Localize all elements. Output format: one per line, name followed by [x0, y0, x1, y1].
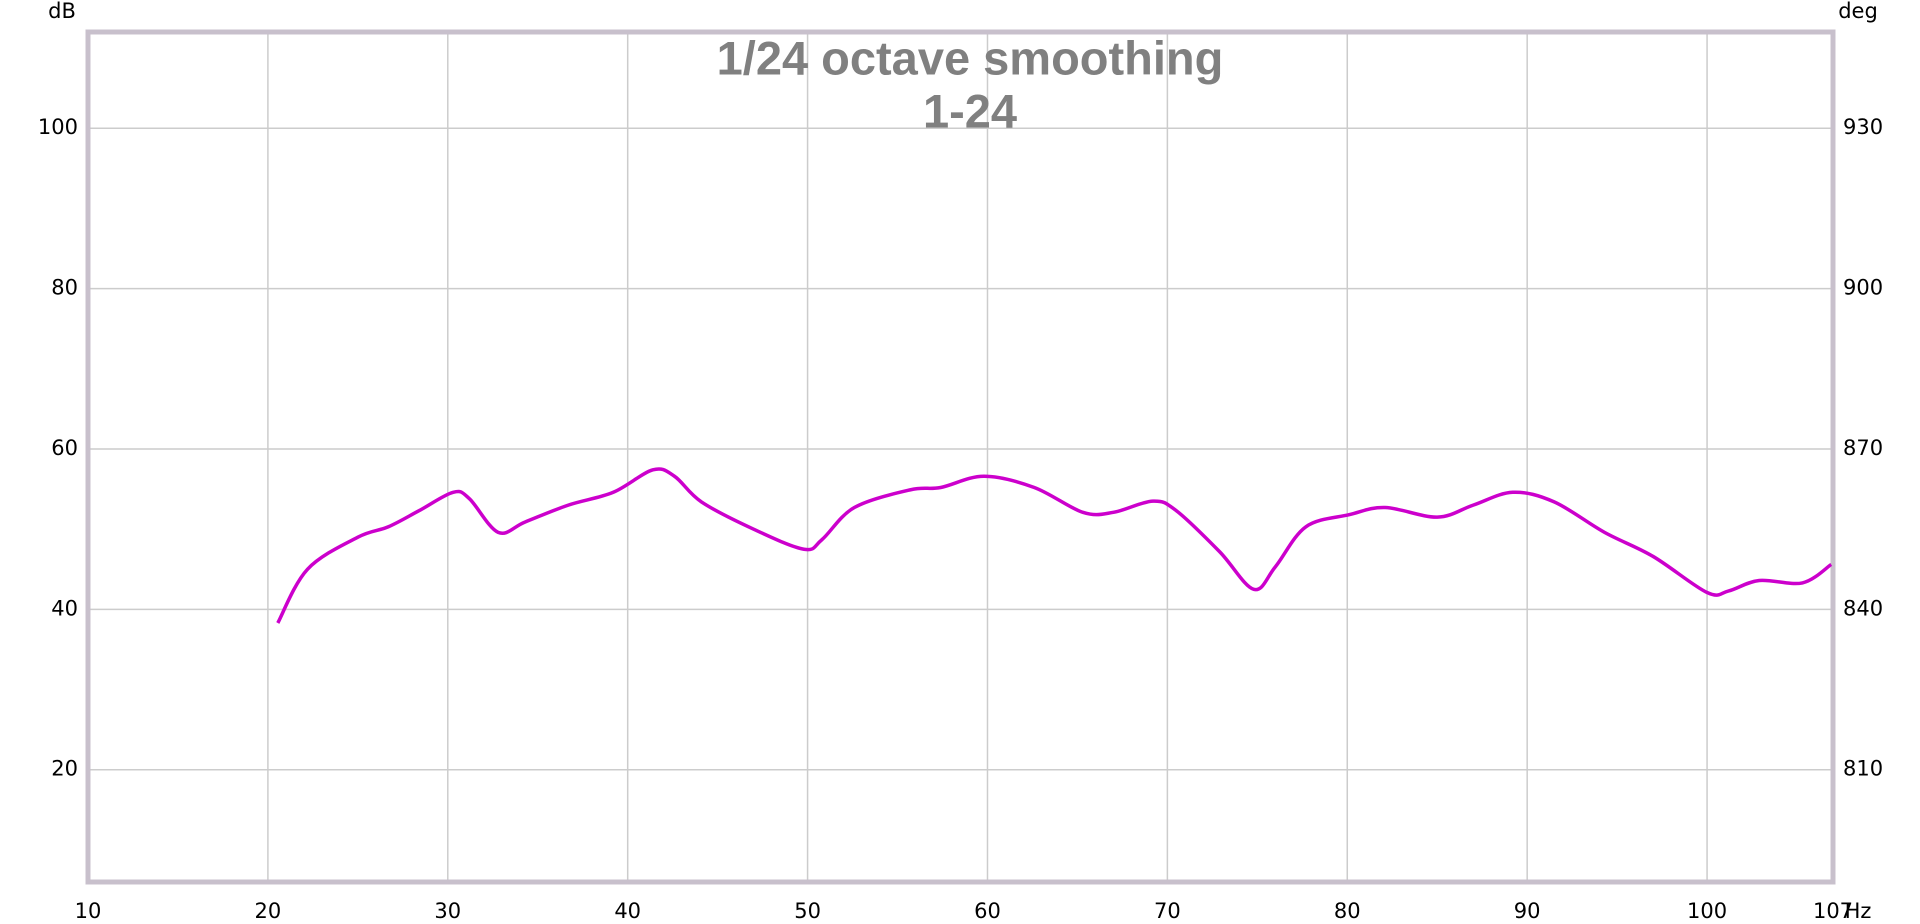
x-tick-label: 70: [1154, 899, 1181, 923]
y-tick-label: 20: [51, 757, 78, 781]
y2-tick-label: 900: [1843, 276, 1883, 300]
x-tick-label: 107: [1813, 899, 1853, 923]
y2-tick-label: 840: [1843, 596, 1883, 620]
y2-tick-label: 870: [1843, 436, 1883, 460]
y-tick-label: 80: [51, 276, 78, 300]
x-tick-label: 10: [75, 899, 102, 923]
x-tick-label: 40: [614, 899, 641, 923]
y-tick-label: 40: [51, 596, 78, 620]
y2-tick-label: 930: [1843, 115, 1883, 139]
x-tick-label: 100: [1687, 899, 1727, 923]
x-tick-label: 80: [1334, 899, 1361, 923]
y-tick-label: 100: [38, 115, 78, 139]
x-tick-label: 20: [255, 899, 282, 923]
x-axis-unit: Hz: [1845, 899, 1872, 923]
y-tick-label: 60: [51, 436, 78, 460]
x-tick-label: 30: [434, 899, 461, 923]
x-tick-label: 50: [794, 899, 821, 923]
y-axis-unit: dB: [48, 0, 76, 23]
chart-title: 1/24 octave smoothing: [717, 31, 1224, 84]
x-tick-label: 90: [1514, 899, 1541, 923]
x-tick-label: 60: [974, 899, 1001, 923]
data-line: [276, 467, 1833, 624]
y2-axis-unit: deg: [1838, 0, 1878, 23]
y2-tick-label: 810: [1843, 757, 1883, 781]
plot-frame: [85, 29, 1836, 885]
chart-subtitle: 1-24: [923, 84, 1017, 137]
